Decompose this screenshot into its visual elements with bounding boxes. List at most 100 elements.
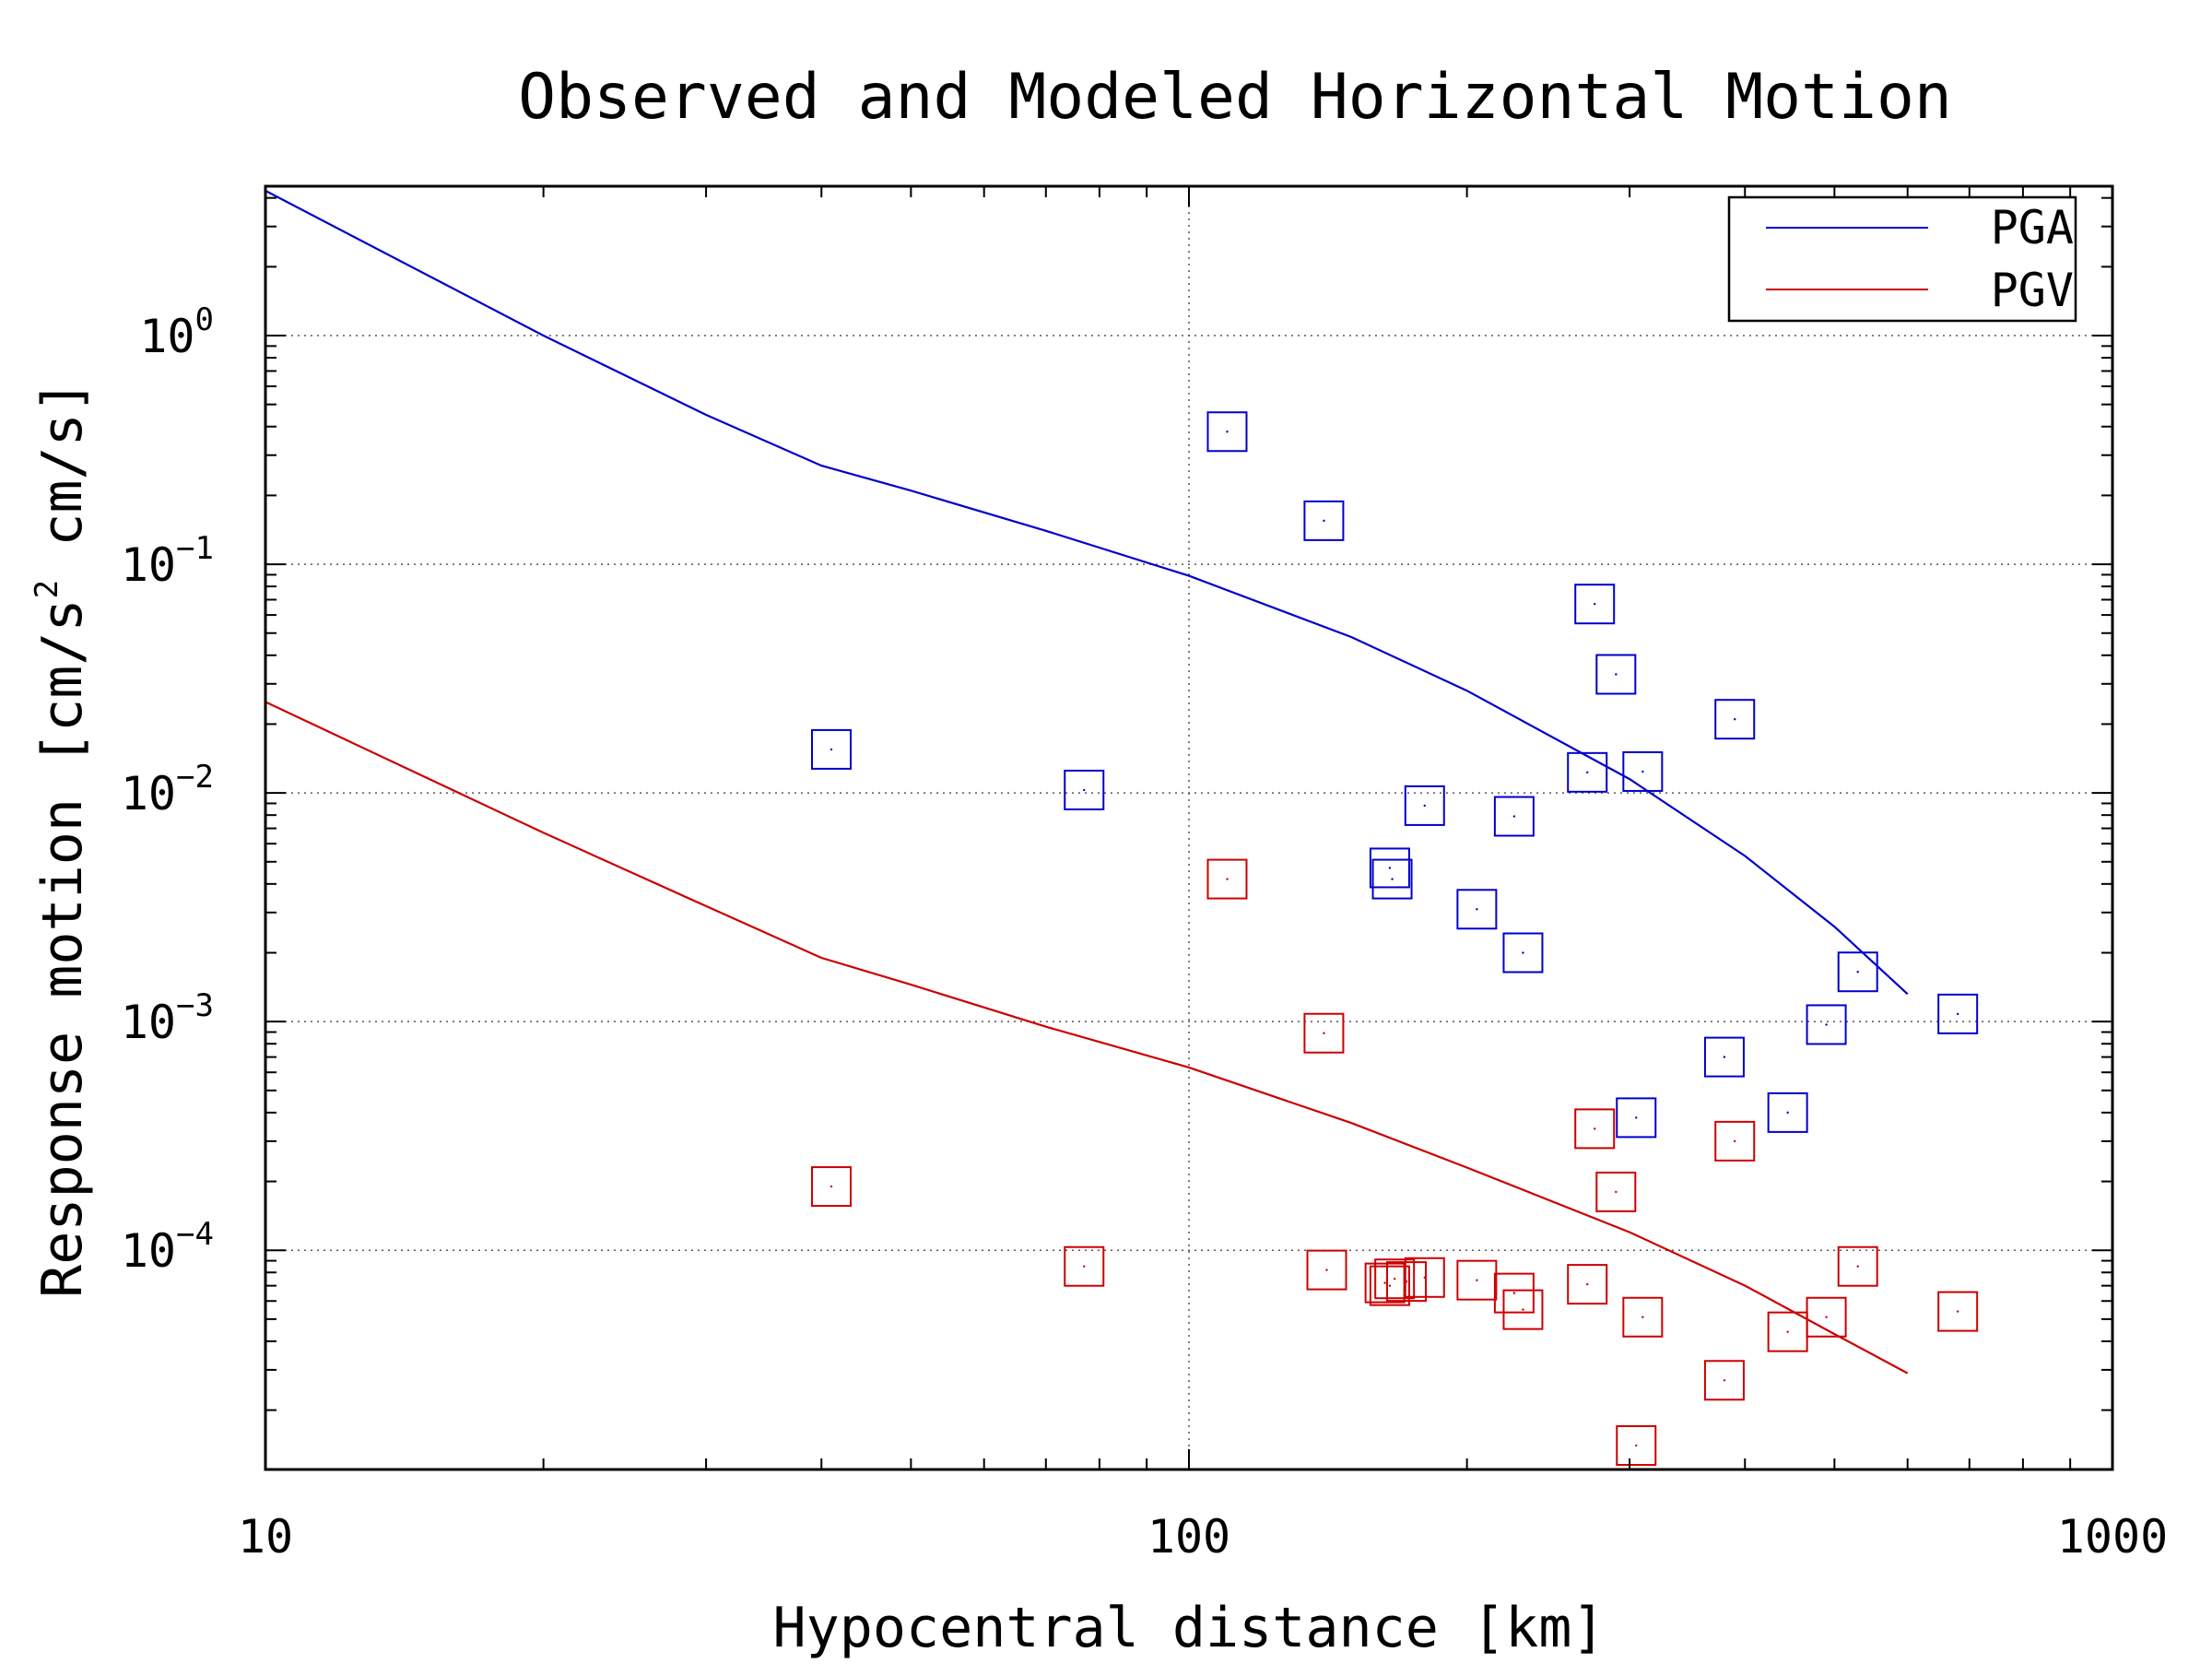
data-point-center (1586, 771, 1589, 774)
data-point-center (1615, 673, 1618, 676)
x-tick-labels: 10 100 1000 (238, 1510, 2168, 1564)
data-point-center (1522, 951, 1524, 954)
data-point (1806, 1296, 1847, 1338)
data-point (1502, 1289, 1544, 1330)
legend-pgv-label: PGV (1991, 264, 2074, 317)
x-tick-label: 1000 (2057, 1510, 2168, 1564)
data-point-center (1423, 1276, 1426, 1279)
data-point-center (1956, 1310, 1959, 1313)
data-point (1364, 1262, 1406, 1304)
data-point-center (1423, 804, 1426, 808)
y-axis-label-prefix: Response motion [cm/s (30, 598, 95, 1298)
data-point-center (1641, 770, 1644, 773)
data-point (1714, 699, 1756, 740)
data-point (1385, 1261, 1427, 1303)
data-point (1306, 1249, 1347, 1291)
data-point (1937, 1291, 1979, 1332)
observed-markers (811, 411, 1979, 1467)
data-point (1493, 1272, 1535, 1314)
data-point (1064, 1245, 1105, 1287)
data-point-center (1512, 815, 1516, 818)
data-point (1456, 1259, 1498, 1301)
data-point (1374, 1258, 1416, 1300)
data-point (1371, 858, 1413, 900)
data-point (1456, 889, 1498, 930)
data-point (1767, 1092, 1808, 1133)
axis-ticks (265, 186, 2112, 1469)
data-point (811, 728, 853, 770)
y-axis-label-suffix: cm/s] (30, 380, 95, 580)
data-point (1574, 584, 1616, 625)
data-point-center (1825, 1316, 1828, 1318)
data-point (1837, 1245, 1878, 1287)
y-tick-label: 10−3 (121, 987, 214, 1049)
data-point (1595, 654, 1637, 695)
y-tick-label: 10−2 (121, 759, 214, 820)
data-point (1303, 1012, 1345, 1054)
data-point-center (1635, 1444, 1638, 1447)
data-point (1404, 785, 1445, 826)
y-tick-label: 10−4 (121, 1216, 214, 1278)
data-point-center (1594, 603, 1596, 606)
data-point-center (1856, 971, 1859, 974)
legend-pga-label: PGA (1991, 201, 2074, 254)
data-point (1404, 1257, 1445, 1298)
x-axis-label: Hypocentral distance [km] (772, 1596, 1605, 1659)
data-point (1616, 1425, 1657, 1467)
data-point (1369, 847, 1410, 889)
data-point-center (1323, 519, 1325, 523)
data-point-center (1325, 1269, 1328, 1271)
data-point-center (1956, 1012, 1959, 1016)
data-point-center (1226, 431, 1229, 433)
data-point-center (1615, 1190, 1618, 1194)
data-point-center (1641, 1316, 1644, 1318)
data-point-center (1825, 1023, 1828, 1026)
data-point-center (830, 1185, 833, 1188)
data-point-center (1512, 1292, 1516, 1294)
data-point (1937, 993, 1979, 1034)
data-point-center (830, 748, 833, 751)
data-point (1622, 750, 1664, 792)
chart-title: Observed and Modeled Horizontal Motion (518, 61, 1952, 134)
data-point (1369, 1265, 1410, 1306)
data-point (1574, 1108, 1616, 1150)
data-point (1502, 932, 1544, 974)
data-point-center (1226, 878, 1229, 880)
data-point-center (1734, 1139, 1736, 1143)
data-point (1206, 411, 1248, 453)
data-point (1303, 500, 1345, 541)
data-point-center (1388, 867, 1392, 869)
data-point-center (1083, 1265, 1086, 1268)
x-tick-label: 100 (1147, 1510, 1230, 1564)
data-point-center (1594, 1127, 1596, 1130)
data-point (1806, 1004, 1847, 1045)
data-point-center (1723, 1379, 1726, 1382)
data-point-center (1734, 717, 1736, 721)
data-point-center (1723, 1056, 1726, 1058)
y-tick-labels: 100 10−1 10−2 10−3 10−4 (121, 301, 214, 1278)
data-point-center (1393, 1278, 1396, 1280)
data-point-center (1786, 1330, 1789, 1333)
data-point (1837, 951, 1878, 993)
data-point-center (1476, 1279, 1478, 1281)
data-point (1493, 796, 1535, 837)
data-point (1567, 1264, 1608, 1305)
data-point-center (1391, 878, 1394, 880)
data-point-center (1635, 1116, 1638, 1119)
legend: PGA PGV (1727, 195, 2077, 323)
data-point-center (1856, 1265, 1859, 1268)
data-point (1595, 1171, 1637, 1212)
data-point-center (1786, 1111, 1789, 1115)
data-point-center (1586, 1282, 1589, 1286)
y-axis-label: Response motion [cm/s2 cm/s] (29, 380, 95, 1298)
data-point (1622, 1296, 1664, 1338)
data-point (1567, 751, 1608, 793)
data-point-center (1522, 1308, 1524, 1311)
data-point (811, 1166, 853, 1208)
y-tick-label: 100 (139, 301, 214, 363)
data-point (1206, 858, 1248, 900)
grid-lines (265, 186, 2112, 1469)
data-point-center (1476, 908, 1478, 911)
data-point (1703, 1360, 1745, 1401)
